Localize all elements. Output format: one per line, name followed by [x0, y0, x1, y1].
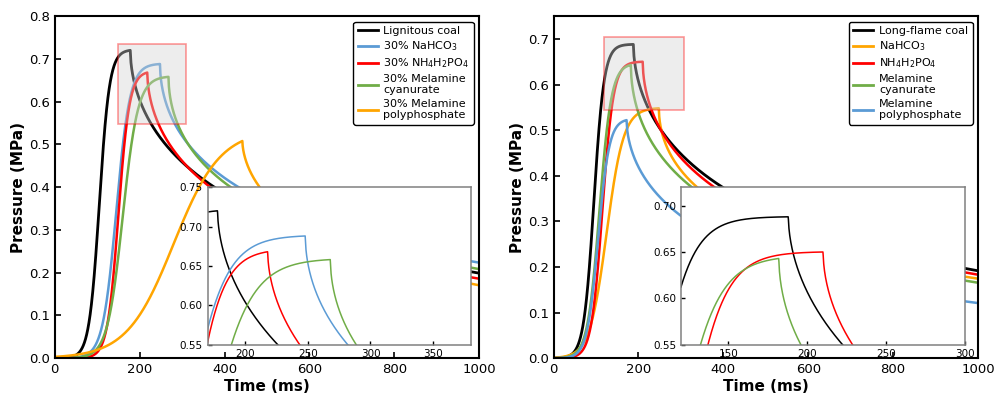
- Bar: [604, 36, 684, 110]
- Legend: Long-flame coal, NaHCO$_3$, NH$_4$H$_2$PO$_4$, Melamine
cyanurate, Melamine
poly: Long-flame coal, NaHCO$_3$, NH$_4$H$_2$P…: [849, 21, 973, 125]
- Legend: Lignitous coal, 30% NaHCO$_3$, 30% NH$_4$H$_2$PO$_4$, 30% Melamine
cyanurate, 30: Lignitous coal, 30% NaHCO$_3$, 30% NH$_4…: [353, 21, 474, 125]
- Bar: [118, 44, 186, 124]
- Y-axis label: Pressure (MPa): Pressure (MPa): [510, 122, 525, 253]
- Y-axis label: Pressure (MPa): Pressure (MPa): [11, 122, 26, 253]
- X-axis label: Time (ms): Time (ms): [723, 379, 809, 394]
- X-axis label: Time (ms): Time (ms): [224, 379, 310, 394]
